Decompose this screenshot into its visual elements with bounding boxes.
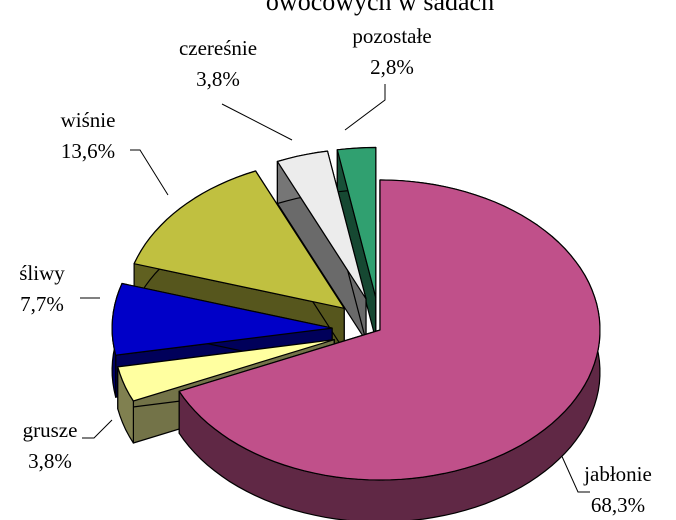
slice-top bbox=[133, 170, 345, 309]
category-label: pozostałe bbox=[352, 24, 431, 48]
chart-title: owocowych w sadach bbox=[266, 0, 494, 16]
category-label: czereśnie bbox=[179, 36, 257, 60]
category-label: jabłonie bbox=[583, 462, 652, 486]
slice-top bbox=[336, 146, 377, 299]
slice-top bbox=[117, 339, 335, 402]
leader-line bbox=[559, 451, 590, 493]
labels: jabłonie 68,3% grusze 3,8% śliwy 7,7% wiśnie 13… bbox=[19, 24, 652, 517]
category-label: śliwy bbox=[19, 261, 65, 285]
value-label: 3,8% bbox=[28, 449, 72, 473]
leader-line bbox=[82, 419, 113, 439]
slice bbox=[336, 146, 377, 341]
slice bbox=[133, 170, 345, 351]
value-label: 13,6% bbox=[61, 139, 115, 163]
value-label: 7,7% bbox=[20, 292, 64, 316]
leader-line bbox=[344, 84, 386, 131]
slice-top bbox=[178, 179, 601, 481]
category-label: wiśnie bbox=[61, 108, 116, 132]
value-label: 3,8% bbox=[196, 67, 240, 91]
pie bbox=[111, 146, 601, 520]
slice-top bbox=[276, 150, 367, 300]
category-label: grusze bbox=[23, 418, 78, 442]
leader-line bbox=[130, 149, 169, 196]
slice-top bbox=[111, 282, 333, 356]
slice bbox=[178, 179, 601, 520]
slice bbox=[276, 150, 367, 342]
leader-line bbox=[221, 103, 293, 141]
value-label: 68,3% bbox=[591, 493, 645, 517]
leader-lines bbox=[80, 84, 590, 493]
value-label: 2,8% bbox=[370, 55, 414, 79]
